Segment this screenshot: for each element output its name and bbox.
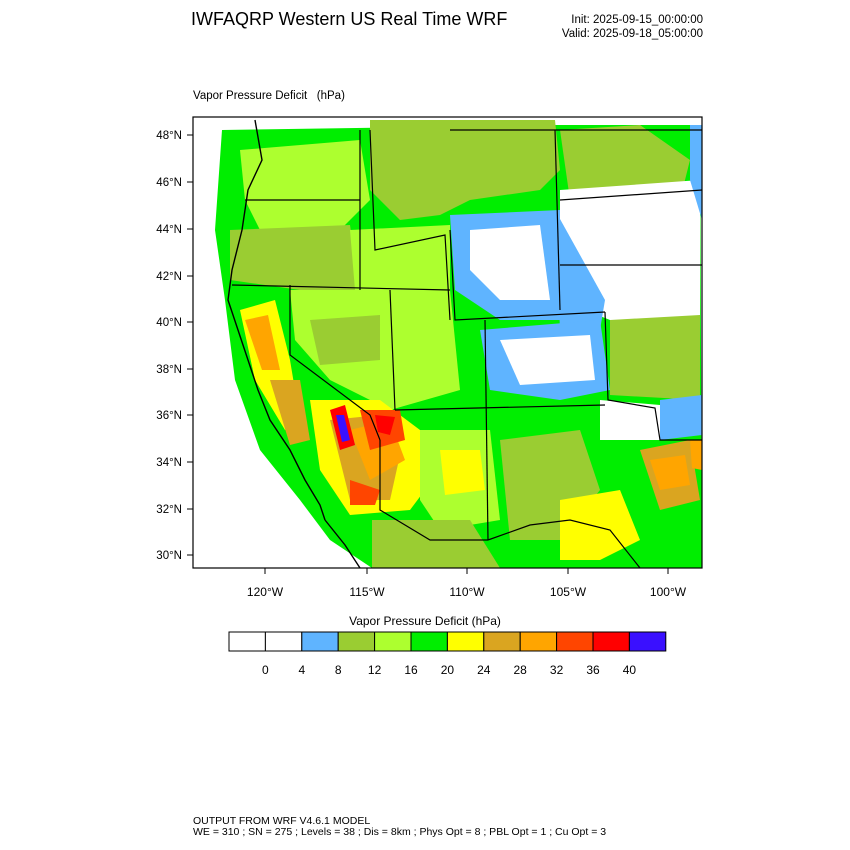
colorbar-swatch — [228, 631, 266, 652]
colorbar-swatch — [374, 631, 412, 652]
lon-label: 115°W — [349, 585, 385, 599]
colorbar-swatch — [519, 631, 558, 652]
latitude-labels: 48°N 46°N 44°N 42°N 40°N 38°N 36°N 34°N 32°N 30°N — [156, 130, 182, 562]
colorbar-label: 4 — [298, 663, 306, 677]
valid-time: Valid: 2025-09-18_05:00:00 — [561, 28, 703, 40]
model-footer: OUTPUT FROM WRF V4.6.1 MODEL WE = 310 ; … — [193, 816, 606, 838]
vpd-field — [193, 117, 702, 568]
colorbar-swatch — [446, 631, 485, 652]
lon-label: 120°W — [247, 585, 284, 599]
colorbar-label: 0 — [262, 663, 269, 677]
state-borders — [231, 129, 702, 568]
lat-label: 42°N — [156, 271, 182, 283]
colorbar-label: 12 — [367, 663, 382, 677]
colorbar-title: Vapor Pressure Deficit (hPa) — [349, 614, 501, 628]
footer-line-2: WE = 310 ; SN = 275 ; Levels = 38 ; Dis … — [193, 826, 607, 838]
lat-label: 46°N — [156, 177, 182, 189]
coastline — [227, 119, 361, 568]
colorbar-swatch — [410, 631, 448, 652]
colorbar-swatch — [264, 631, 303, 652]
lat-label: 48°N — [156, 130, 182, 142]
colorbar-label: 32 — [549, 663, 564, 677]
colorbar — [228, 631, 667, 652]
colorbar-swatch — [592, 631, 630, 652]
lon-label: 105°W — [550, 585, 587, 599]
lat-label: 44°N — [156, 224, 182, 236]
colorbar-label: 40 — [622, 663, 637, 677]
longitude-labels: 120°W 115°W 110°W 105°W 100°W — [247, 585, 687, 599]
colorbar-label: 24 — [477, 663, 491, 677]
colorbar-swatch — [301, 631, 339, 652]
init-valid-times: Init: 2025-09-15_00:00:00 Valid: 2025-09… — [562, 13, 703, 41]
colorbar-label: 36 — [586, 663, 600, 677]
lon-label: 110°W — [449, 585, 485, 599]
colorbar-label: 28 — [513, 663, 527, 677]
colorbar-swatch — [483, 631, 521, 652]
lat-label: 34°N — [156, 457, 182, 469]
colorbar-label: 16 — [404, 663, 418, 677]
init-time: Init: 2025-09-15_00:00:00 — [571, 14, 703, 26]
colorbar-swatch — [556, 631, 594, 652]
page-title: IWFAQRP Western US Real Time WRF — [191, 9, 508, 29]
footer-line-1: OUTPUT FROM WRF V4.6.1 MODEL — [193, 815, 371, 827]
field-title: Vapor Pressure Deficit (hPa) — [193, 90, 345, 102]
colorbar-label: 8 — [334, 663, 342, 677]
lat-label: 32°N — [156, 504, 182, 516]
colorbar-swatch — [337, 631, 376, 652]
colorbar-swatch — [628, 631, 667, 652]
lon-label: 100°W — [650, 585, 687, 599]
axis-ticks — [187, 134, 669, 574]
lat-label: 30°N — [156, 550, 182, 562]
lat-label: 40°N — [156, 317, 182, 329]
lat-label: 38°N — [156, 364, 182, 376]
map-frame — [192, 116, 703, 569]
lat-label: 36°N — [156, 410, 182, 422]
colorbar-label: 20 — [440, 663, 455, 677]
